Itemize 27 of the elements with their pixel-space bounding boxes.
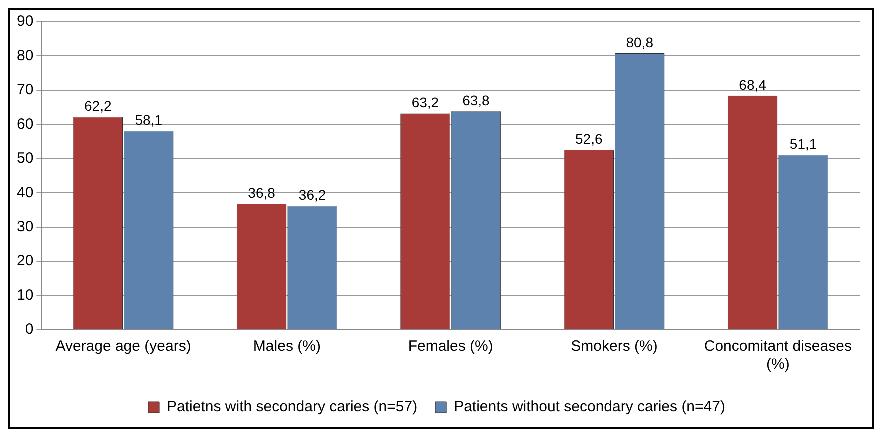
x-tick-label: Average age (years): [56, 338, 192, 356]
x-tick-label: Concomitant diseases (%): [704, 338, 852, 374]
y-tick-label: 90: [16, 13, 34, 30]
y-tick-label: 50: [16, 150, 34, 168]
y-tick-label: 70: [16, 82, 34, 99]
data-label: 58,1: [135, 112, 163, 128]
legend-label: Patietns with secondary caries (n=57): [167, 398, 418, 416]
x-tick-label: Smokers (%): [571, 338, 658, 356]
y-tick-label: 20: [16, 252, 34, 270]
data-label: 80,8: [626, 34, 654, 50]
y-tick-label: 10: [16, 286, 34, 304]
data-label: 63,2: [412, 94, 440, 111]
y-tick-label: 30: [16, 218, 34, 236]
data-label: 36,2: [298, 186, 326, 203]
x-tick-label: Males (%): [253, 338, 321, 356]
data-label: 36,8: [248, 184, 276, 201]
data-label: 52,6: [576, 130, 603, 147]
y-tick-label: 40: [16, 184, 34, 202]
y-tick-label: 60: [16, 116, 34, 133]
x-tick-label: Females (%): [408, 338, 494, 356]
legend-label: Patients without secondary caries (n=47): [454, 398, 726, 416]
data-label: 62,2: [84, 98, 112, 114]
data-label: 51,1: [790, 136, 818, 152]
data-label: 68,4: [739, 76, 767, 93]
data-label: 63,8: [462, 92, 490, 109]
y-tick-label: 80: [16, 47, 34, 64]
y-tick-label: 0: [25, 321, 34, 338]
